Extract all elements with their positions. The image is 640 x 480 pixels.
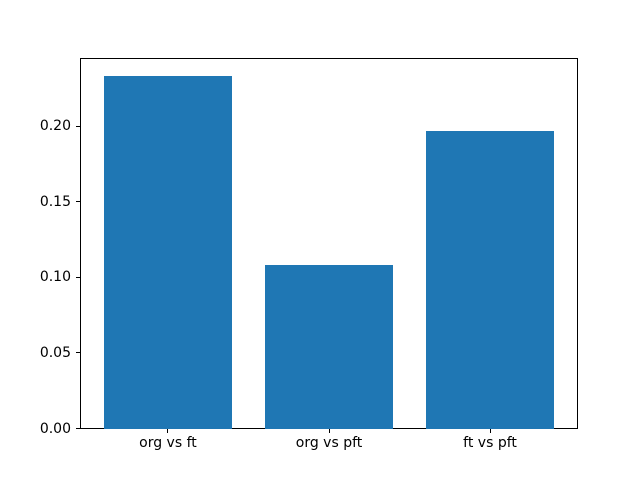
x-tick-label: org vs ft (139, 435, 197, 452)
y-tick-label: 0.15 (39, 193, 71, 210)
y-tick-mark (76, 276, 80, 278)
y-tick-label: 0.10 (39, 269, 71, 286)
bar (264, 265, 394, 429)
y-tick-mark (76, 352, 80, 354)
x-tick-label: org vs pft (295, 435, 363, 452)
x-tick-mark (328, 429, 330, 434)
y-tick-mark (76, 201, 80, 203)
x-tick-label: ft vs pft (463, 435, 517, 452)
x-tick-mark (489, 429, 491, 434)
y-tick-label: 0.00 (39, 420, 71, 437)
x-tick-mark (167, 429, 169, 434)
y-tick-mark (76, 125, 80, 127)
bar (103, 76, 233, 429)
y-tick-mark (76, 428, 80, 430)
bar (425, 130, 555, 429)
y-tick-label: 0.05 (39, 344, 71, 361)
axes: 0.00 0.05 0.10 0.15 0.20 org vs ft org vs pft f… (40, 57, 578, 450)
y-tick-label: 0.20 (39, 118, 71, 135)
